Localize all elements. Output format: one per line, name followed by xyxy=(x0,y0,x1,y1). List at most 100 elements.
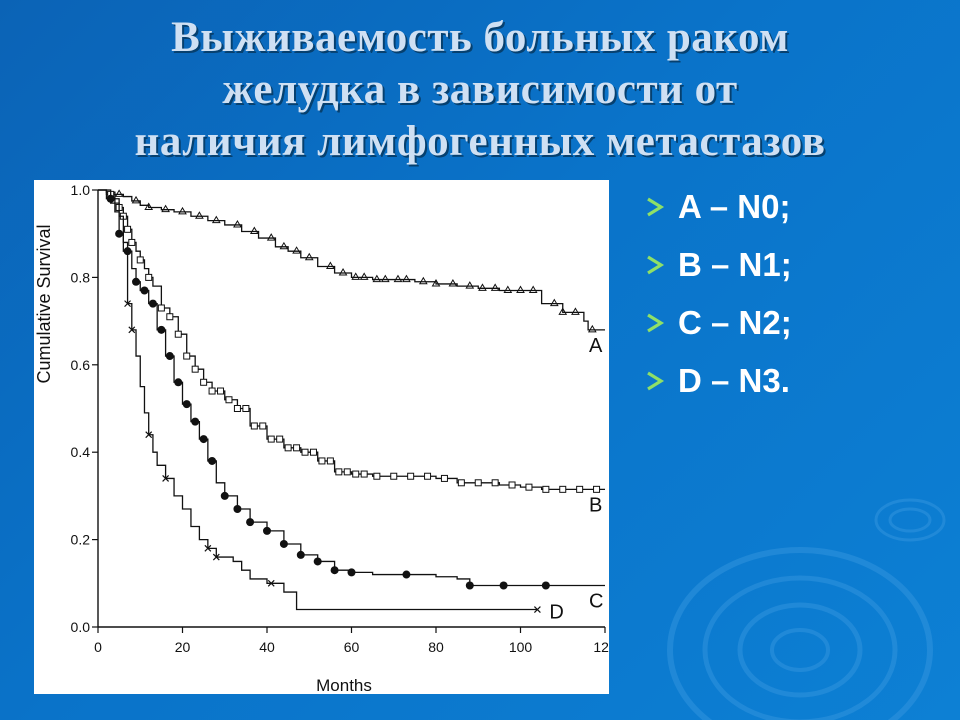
marker-triangle-a xyxy=(516,285,525,294)
series-line-d xyxy=(98,189,538,611)
marker-circle-c xyxy=(115,229,124,238)
marker-triangle-a xyxy=(144,202,154,210)
marker-triangle-a xyxy=(178,206,187,215)
marker-square-b xyxy=(576,485,584,493)
marker-triangle-a xyxy=(233,219,242,228)
legend-item-a: A – N0; xyxy=(644,186,792,228)
y-tick-label: 0.2 xyxy=(71,532,91,548)
marker-circle-c xyxy=(499,581,508,590)
slide-title-line-1: Выживаемость больных раком xyxy=(171,14,789,61)
marker-circle-c xyxy=(165,352,174,361)
legend-item-b: B – N1; xyxy=(644,244,792,286)
chart-axes: 0 20 40 60 80 100 120 0.0 0.2 0.4 0.6 0.8 1.0 xyxy=(71,182,609,655)
marker-triangle-a xyxy=(131,195,141,204)
legend-label-a: A – N0; xyxy=(678,188,791,225)
series-label-c: C xyxy=(589,590,603,612)
y-tick-label: 0.0 xyxy=(71,619,91,635)
marker-triangle-a xyxy=(418,276,428,285)
marker-circle-c xyxy=(191,417,200,426)
marker-square-b xyxy=(157,304,165,312)
x-axis-label: Months xyxy=(316,676,372,694)
series-label-b: B xyxy=(589,494,602,516)
marker-triangle-a xyxy=(571,307,580,315)
marker-triangle-a xyxy=(465,281,475,289)
marker-circle-c xyxy=(541,581,550,590)
marker-circle-c xyxy=(148,299,157,308)
marker-circle-c xyxy=(140,286,149,295)
marker-circle-c xyxy=(347,568,356,577)
marker-triangle-a xyxy=(161,204,170,213)
marker-triangle-a xyxy=(448,278,458,287)
series-b: B xyxy=(98,189,605,516)
marker-triangle-a xyxy=(351,272,361,280)
marker-square-b xyxy=(373,472,381,480)
marker-cross-d xyxy=(162,474,170,482)
x-tick-label: 20 xyxy=(175,639,191,655)
marker-triangle-a xyxy=(359,272,369,280)
series-line-a xyxy=(98,189,605,331)
marker-circle-c xyxy=(157,325,166,334)
marker-square-b xyxy=(407,472,415,480)
marker-triangle-a xyxy=(490,283,500,291)
y-tick-label: 0.4 xyxy=(71,444,91,460)
marker-triangle-a xyxy=(211,215,221,224)
marker-triangle-a xyxy=(195,211,204,219)
marker-triangle-a xyxy=(266,233,276,241)
marker-square-b xyxy=(284,444,292,452)
marker-circle-c xyxy=(279,539,288,548)
marker-cross-d xyxy=(204,544,212,552)
marker-circle-c xyxy=(296,550,305,559)
marker-square-b xyxy=(424,472,432,480)
marker-triangle-a xyxy=(326,261,335,269)
marker-square-b xyxy=(183,352,191,360)
marker-triangle-a xyxy=(372,274,382,283)
chevron-right-arrow-icon xyxy=(644,304,666,342)
legend-label-d: D – N3. xyxy=(678,362,790,399)
x-tick-label: 120 xyxy=(593,639,609,655)
legend-label-b: B – N1; xyxy=(678,246,792,283)
marker-triangle-a xyxy=(114,189,124,197)
marker-square-b xyxy=(166,313,174,321)
marker-circle-c xyxy=(174,378,183,387)
marker-square-b xyxy=(242,405,250,412)
marker-square-b xyxy=(318,457,326,465)
marker-square-b xyxy=(491,479,499,487)
series-line-c xyxy=(98,189,605,587)
marker-square-b xyxy=(145,273,153,281)
marker-triangle-a xyxy=(249,226,259,235)
legend-item-d: D – N3. xyxy=(644,360,792,402)
marker-square-b xyxy=(309,448,317,456)
marker-circle-c xyxy=(182,400,191,409)
x-tick-label: 100 xyxy=(509,639,533,655)
marker-triangle-a xyxy=(558,307,568,315)
marker-circle-c xyxy=(313,557,322,566)
marker-square-b xyxy=(335,468,343,476)
marker-square-b xyxy=(225,396,233,404)
x-tick-label: 80 xyxy=(428,639,444,655)
marker-square-b xyxy=(208,387,216,395)
marker-triangle-a xyxy=(478,283,487,291)
chart-curves: A B C D xyxy=(98,189,605,624)
marker-triangle-a xyxy=(380,274,390,283)
marker-square-b xyxy=(233,405,241,412)
x-tick-label: 40 xyxy=(259,639,275,655)
marker-square-b xyxy=(174,330,182,338)
marker-circle-c xyxy=(246,518,255,527)
marker-square-b xyxy=(267,435,275,443)
marker-cross-d xyxy=(145,431,153,439)
marker-cross-d xyxy=(212,553,220,561)
marker-square-b xyxy=(293,444,301,452)
series-a: A xyxy=(98,189,605,357)
marker-square-b xyxy=(593,485,601,493)
series-label-d: D xyxy=(549,602,563,624)
marker-square-b xyxy=(390,472,398,480)
marker-square-b xyxy=(191,365,199,373)
marker-square-b xyxy=(301,448,309,456)
marker-square-b xyxy=(559,485,567,493)
marker-square-b xyxy=(440,474,448,482)
marker-square-b xyxy=(508,481,516,489)
marker-square-b xyxy=(250,422,258,430)
survival-chart-figure: 0 20 40 60 80 100 120 0.0 0.2 0.4 0.6 0.8 1.0 A B C D C… xyxy=(34,180,609,694)
legend-label-c: C – N2; xyxy=(678,304,792,341)
marker-triangle-a xyxy=(528,285,538,294)
